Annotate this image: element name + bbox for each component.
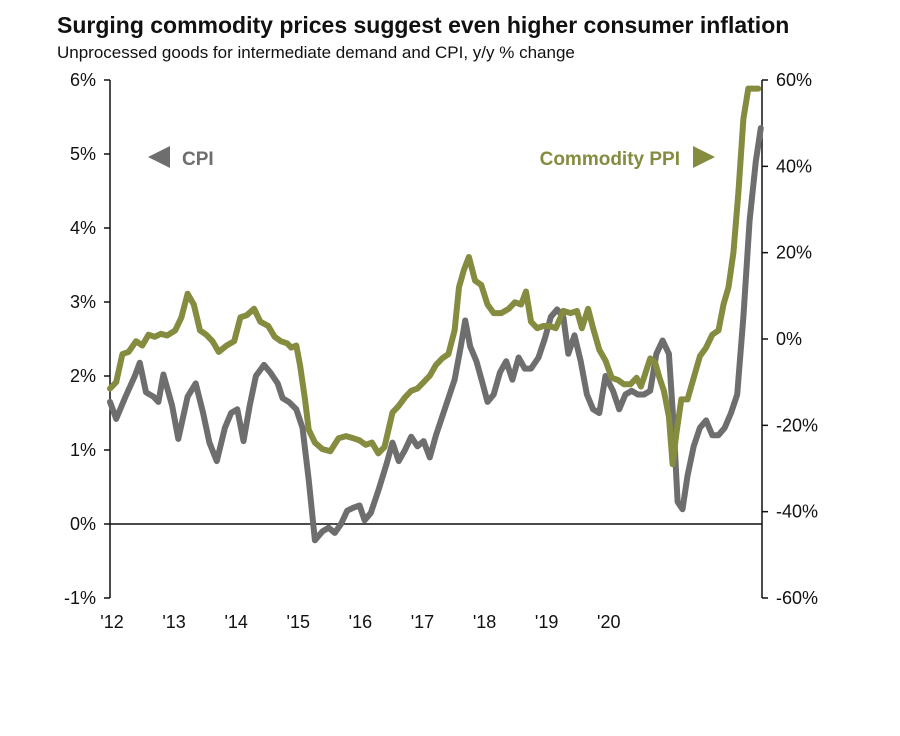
right-tick-label: 20%	[776, 243, 812, 263]
x-tick-label: '16	[349, 612, 372, 632]
series-lines	[107, 85, 764, 544]
left-tick-label: 5%	[70, 144, 96, 164]
right-tick-label: -20%	[776, 415, 818, 435]
left-axis-tick-labels: -1% 0% 1% 2% 3% 4% 5% 6%	[64, 70, 110, 608]
right-tick-label: 40%	[776, 156, 812, 176]
left-tick-label: 2%	[70, 366, 96, 386]
cpi-left-arrow-icon	[148, 146, 170, 168]
commodity-ppi-right-arrow-icon	[693, 146, 715, 168]
x-tick-label: '13	[162, 612, 185, 632]
x-tick-label: '17	[411, 612, 434, 632]
chart-title: Surging commodity prices suggest even hi…	[57, 12, 790, 38]
right-axis-tick-labels: -60% -40% -20% 0% 20% 40% 60%	[762, 70, 818, 608]
x-tick-label: '14	[224, 612, 247, 632]
x-axis-tick-labels: '12 '13 '14 '15 '16 '17 '18 '19 '20	[100, 612, 620, 632]
left-tick-label: 4%	[70, 218, 96, 238]
x-tick-label: '15	[287, 612, 310, 632]
left-tick-label: 3%	[70, 292, 96, 312]
left-tick-label: -1%	[64, 588, 96, 608]
x-tick-label: '18	[473, 612, 496, 632]
commodity-ppi-line	[107, 85, 762, 468]
left-tick-label: 0%	[70, 514, 96, 534]
chart-subtitle: Unprocessed goods for intermediate deman…	[57, 43, 575, 62]
x-tick-label: '20	[597, 612, 620, 632]
x-tick-label: '19	[535, 612, 558, 632]
commodity-ppi-legend-label: Commodity PPI	[540, 149, 680, 170]
cpi-legend-label: CPI	[182, 149, 214, 170]
right-tick-label: 0%	[776, 329, 802, 349]
legend-annotations: CPI Commodity PPI	[148, 146, 715, 170]
left-tick-label: 1%	[70, 440, 96, 460]
right-tick-label: -40%	[776, 502, 818, 522]
left-tick-label: 6%	[70, 70, 96, 90]
x-tick-label: '12	[100, 612, 123, 632]
cpi-line	[107, 125, 764, 544]
right-tick-label: 60%	[776, 70, 812, 90]
right-tick-label: -60%	[776, 588, 818, 608]
